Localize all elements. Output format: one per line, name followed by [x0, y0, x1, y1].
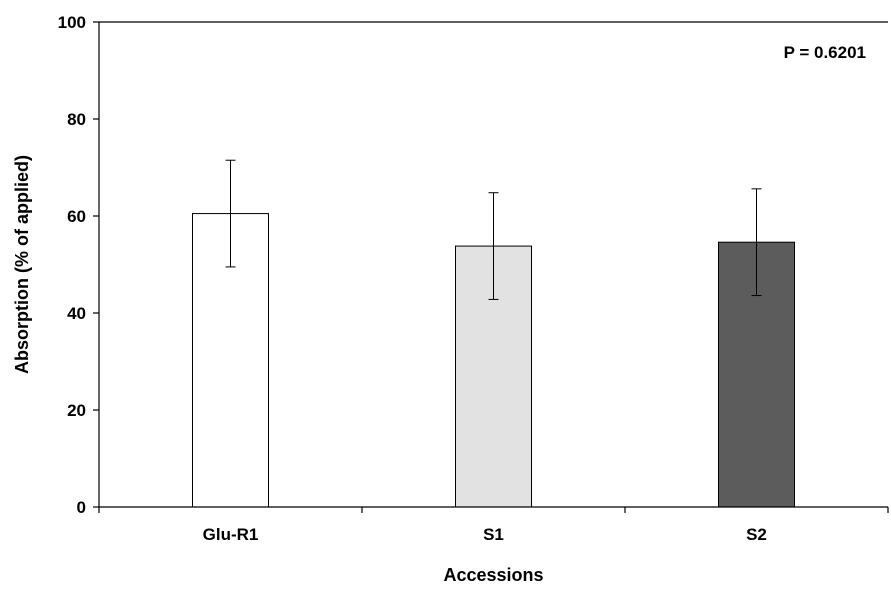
y-tick-label: 100	[58, 13, 86, 32]
y-tick-label: 20	[67, 401, 86, 420]
error-bar-glu-r1	[225, 159, 236, 268]
x-tick-label: S1	[483, 525, 504, 544]
y-tick-label: 0	[77, 498, 86, 517]
error-bar-s2	[751, 188, 762, 297]
y-axis-title: Absorption (% of applied)	[12, 155, 32, 374]
y-tick-label: 80	[67, 110, 86, 129]
error-bars-layer	[225, 159, 762, 300]
axes-layer	[93, 21, 889, 513]
x-tick-label: Glu-R1	[203, 525, 259, 544]
x-tick-label: S2	[746, 525, 767, 544]
p-value-annotation: P = 0.6201	[784, 43, 866, 62]
x-axis-title: Accessions	[443, 565, 543, 585]
error-bar-s1	[488, 192, 499, 300]
y-tick-label: 60	[67, 207, 86, 226]
y-tick-label: 40	[67, 304, 86, 323]
labels-layer: Glu-R1 S1 S2 0 20 40 60 80 100	[58, 13, 767, 544]
